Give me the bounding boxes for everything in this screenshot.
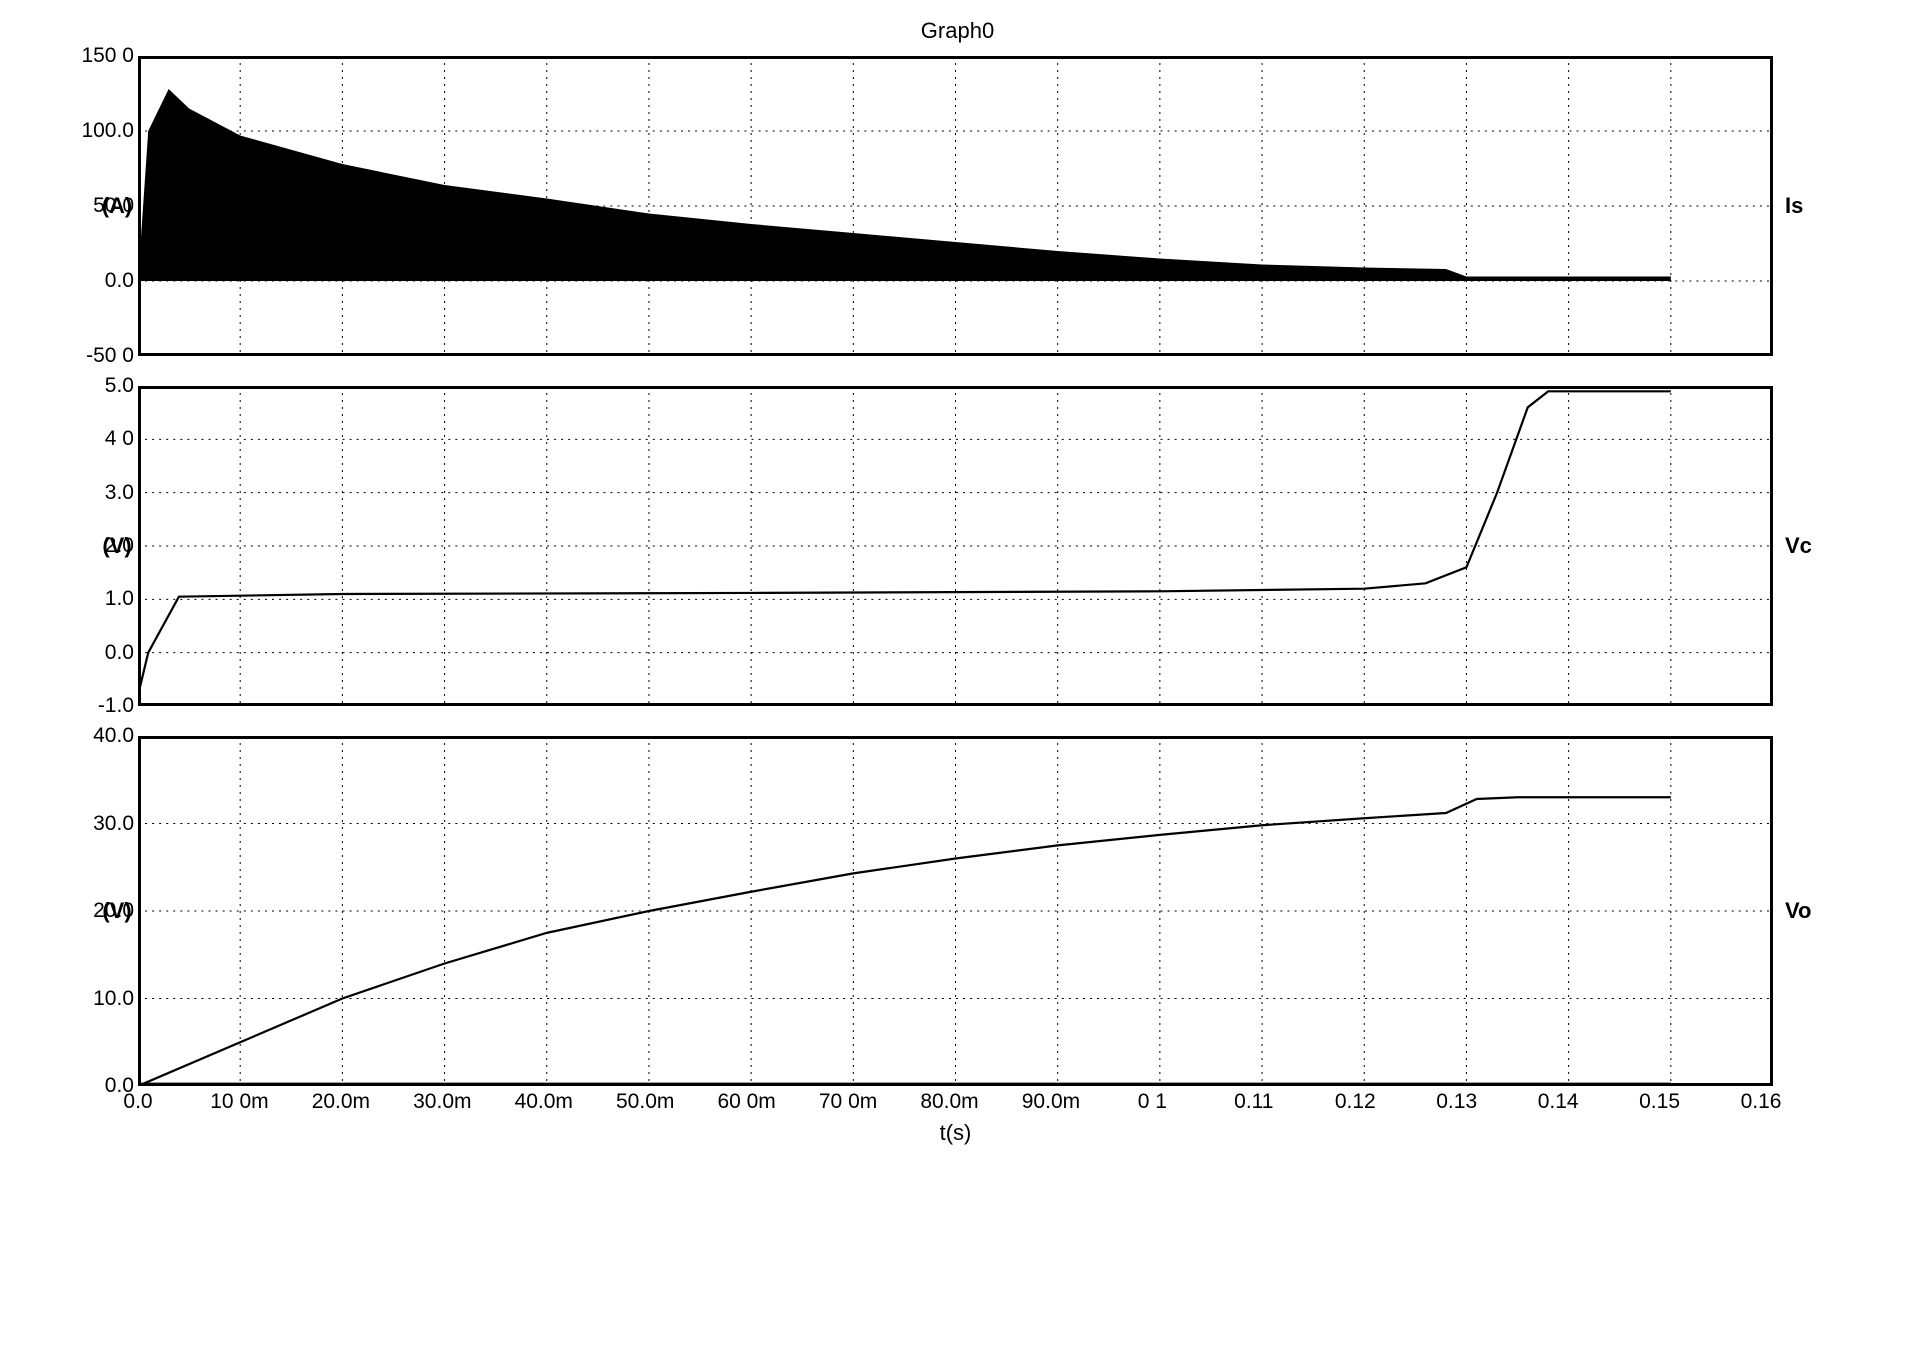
plot-vc	[138, 386, 1773, 706]
series-label-is: Is	[1785, 193, 1835, 219]
xtick-label: 60 0m	[717, 1090, 775, 1114]
ytick-label: 100.0	[58, 119, 134, 143]
x-axis-label: t(s)	[138, 1120, 1773, 1146]
xtick-label: 10 0m	[210, 1090, 268, 1114]
ytick-label: 2.0	[58, 534, 134, 558]
ytick-label: -50 0	[58, 344, 134, 368]
series-label-vc: Vc	[1785, 533, 1835, 559]
xtick-label: 0.16	[1741, 1090, 1782, 1114]
ytick-label: 150 0	[58, 44, 134, 68]
ytick-label: 0.0	[58, 269, 134, 293]
xtick-label: 20.0m	[312, 1090, 370, 1114]
xtick-label: 0.13	[1436, 1090, 1477, 1114]
plot-wrap-vo: 0.010.020.030.040.0	[138, 736, 1773, 1086]
ytick-label: 5.0	[58, 374, 134, 398]
xtick-label: 0.12	[1335, 1090, 1376, 1114]
x-axis: 0.010 0m20.0m30.0m40.0m50.0m60 0m70 0m80…	[138, 1086, 1773, 1146]
plot-wrap-is: -50 00.050 0100.0150 0	[138, 56, 1773, 356]
panel-vc: (V) -1.00.01.02.03.04 05.0 Vc	[96, 386, 1835, 706]
xtick-label: 30.0m	[413, 1090, 471, 1114]
panel-vo: (V) 0.010.020.030.040.0 Vo	[96, 736, 1835, 1086]
ytick-label: 0.0	[58, 641, 134, 665]
plot-wrap-vc: -1.00.01.02.03.04 05.0	[138, 386, 1773, 706]
yticks-vo: 0.010.020.030.040.0	[58, 736, 134, 1086]
xtick-label: 80.0m	[920, 1090, 978, 1114]
ytick-label: 3.0	[58, 481, 134, 505]
panel-is: (A) -50 00.050 0100.0150 0 Is	[96, 56, 1835, 356]
plot-vo	[138, 736, 1773, 1086]
xtick-label: 0 1	[1138, 1090, 1167, 1114]
xtick-label: 50.0m	[616, 1090, 674, 1114]
ytick-label: 1.0	[58, 587, 134, 611]
xtick-label: 70 0m	[819, 1090, 877, 1114]
plot-is	[138, 56, 1773, 356]
ytick-label: 20.0	[58, 899, 134, 923]
panels-container: (A) -50 00.050 0100.0150 0 Is (V) -1.00.…	[96, 56, 1835, 1086]
ytick-label: 50 0	[58, 194, 134, 218]
xtick-label: 0.14	[1538, 1090, 1579, 1114]
x-ticks: 0.010 0m20.0m30.0m40.0m50.0m60 0m70 0m80…	[138, 1086, 1761, 1116]
ytick-label: 30.0	[58, 812, 134, 836]
xtick-label: 0.15	[1639, 1090, 1680, 1114]
ytick-label: 40.0	[58, 724, 134, 748]
xtick-label: 90.0m	[1022, 1090, 1080, 1114]
page: Graph0 (A) -50 00.050 0100.0150 0 Is (V)…	[0, 0, 1915, 1349]
series-label-vo: Vo	[1785, 898, 1835, 924]
yticks-is: -50 00.050 0100.0150 0	[58, 56, 134, 356]
xtick-label: 0.11	[1234, 1090, 1273, 1114]
ytick-label: -1.0	[58, 694, 134, 718]
chart-title: Graph0	[40, 18, 1875, 44]
ytick-label: 10.0	[58, 987, 134, 1011]
ytick-label: 4 0	[58, 427, 134, 451]
yticks-vc: -1.00.01.02.03.04 05.0	[58, 386, 134, 706]
xtick-label: 0.0	[123, 1090, 152, 1114]
xtick-label: 40.0m	[515, 1090, 573, 1114]
